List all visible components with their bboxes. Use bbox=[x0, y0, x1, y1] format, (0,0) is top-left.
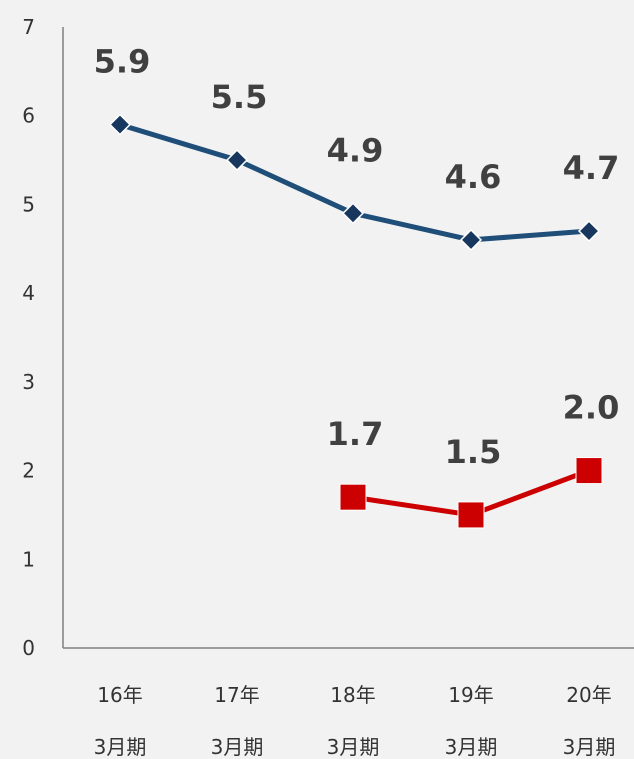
x-tick-label-line: 3月期 bbox=[327, 735, 380, 759]
data-label: 5.9 bbox=[94, 43, 151, 81]
y-tick-label: 2 bbox=[22, 459, 35, 483]
x-tick-label: 17年 3月期 bbox=[211, 683, 264, 759]
data-point bbox=[459, 228, 483, 251]
x-tick-label-line: 3月期 bbox=[563, 735, 616, 759]
data-point bbox=[577, 219, 601, 243]
x-tick-labels: 16年 3月期 17年 3月期 18年 3月期 19年 3月期 20年 3月期 bbox=[94, 683, 616, 759]
x-tick-label-line: 20年 bbox=[566, 683, 611, 707]
data-point bbox=[339, 483, 367, 511]
x-tick-label-line: 19年 bbox=[448, 683, 493, 707]
series-1 bbox=[108, 113, 601, 251]
y-tick-label: 6 bbox=[22, 104, 35, 128]
y-tick-labels: 0 1 2 3 4 5 6 7 bbox=[22, 15, 35, 660]
x-tick-label-line: 16年 bbox=[97, 683, 142, 707]
series-2 bbox=[339, 457, 603, 529]
axes bbox=[62, 27, 634, 649]
x-tick-label: 16年 3月期 bbox=[94, 683, 147, 759]
y-tick-label: 1 bbox=[22, 547, 35, 571]
data-point bbox=[575, 457, 603, 485]
x-tick-label: 19年 3月期 bbox=[445, 683, 498, 759]
data-point bbox=[108, 113, 132, 136]
data-label: 2.0 bbox=[563, 389, 620, 427]
x-tick-label: 18年 3月期 bbox=[327, 683, 380, 759]
data-label: 4.9 bbox=[327, 131, 384, 169]
data-labels: 5.9 5.5 4.9 4.6 4.7 1.7 1.5 2.0 bbox=[94, 43, 620, 471]
series bbox=[108, 113, 603, 529]
data-label: 1.5 bbox=[445, 433, 502, 471]
y-tick-label: 3 bbox=[22, 370, 35, 394]
x-tick-label-line: 3月期 bbox=[445, 735, 498, 759]
x-tick-label-line: 3月期 bbox=[94, 735, 147, 759]
data-label: 4.6 bbox=[445, 158, 502, 196]
data-point bbox=[341, 202, 365, 225]
y-tick-label: 5 bbox=[22, 192, 35, 216]
x-tick-label: 20年 3月期 bbox=[563, 683, 616, 759]
data-point bbox=[225, 149, 249, 172]
y-tick-label: 4 bbox=[22, 281, 35, 305]
x-tick-label-line: 18年 bbox=[330, 683, 375, 707]
data-label: 1.7 bbox=[327, 415, 384, 453]
data-point bbox=[457, 501, 485, 529]
y-tick-label: 7 bbox=[22, 15, 35, 39]
data-label: 5.5 bbox=[211, 78, 268, 116]
y-tick-label: 0 bbox=[22, 636, 35, 660]
x-tick-label-line: 17年 bbox=[214, 683, 259, 707]
x-tick-label-line: 3月期 bbox=[211, 735, 264, 759]
data-label: 4.7 bbox=[563, 149, 620, 187]
